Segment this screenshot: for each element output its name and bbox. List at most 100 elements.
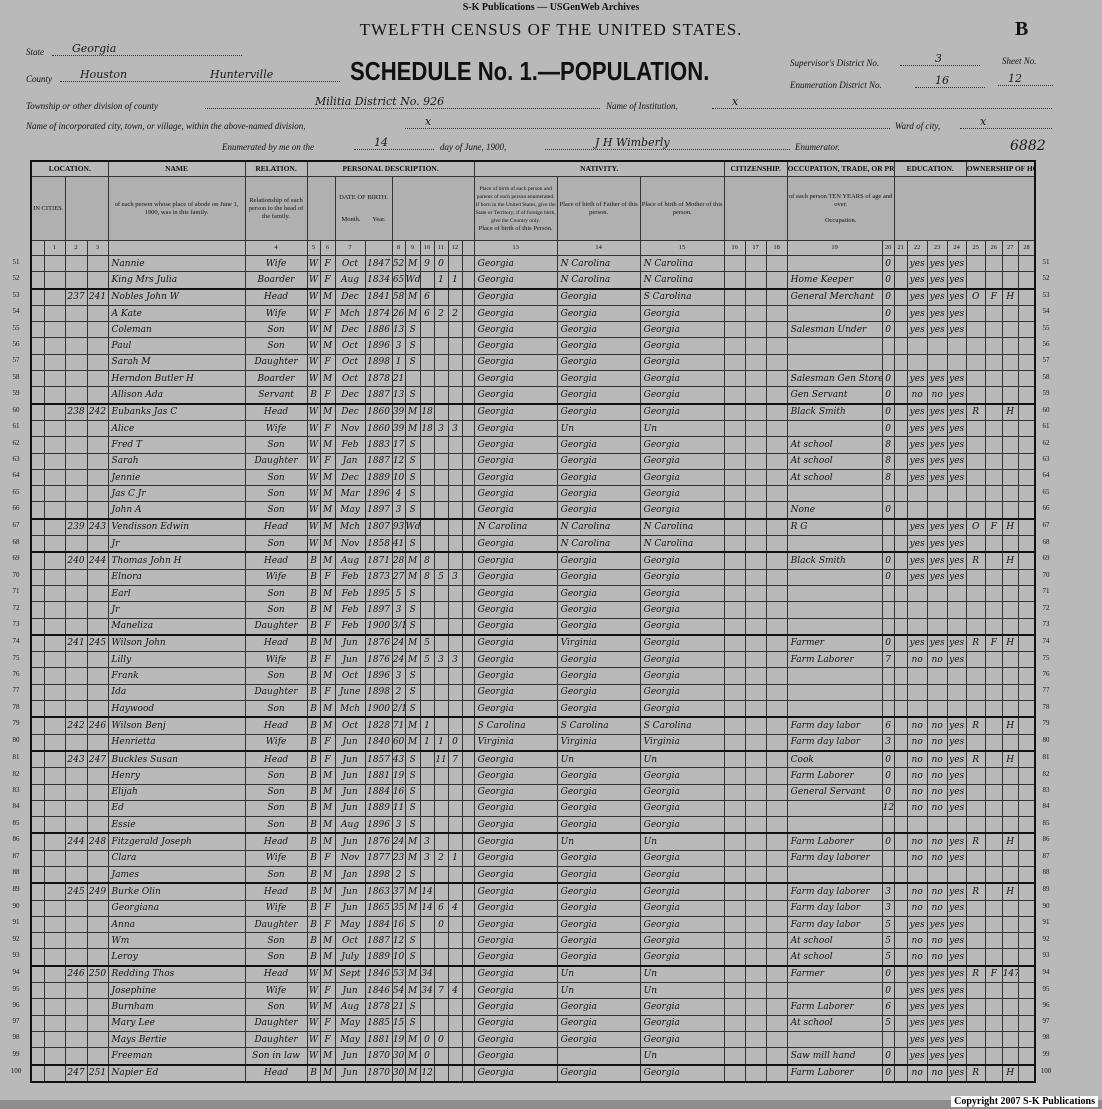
cell-speak (946, 353, 967, 372)
cell-years-married: 6 (419, 287, 435, 306)
cell-children-born (433, 601, 449, 619)
cell-mother-birthplace: Georgia (639, 402, 725, 421)
cell-birthplace: Georgia (473, 254, 558, 273)
cell-years-in-us (744, 321, 767, 339)
cell-children-living (447, 535, 463, 553)
cell-street (30, 948, 45, 967)
cell-birth-year: 1840 (364, 733, 393, 752)
cell-write: no (926, 832, 948, 851)
cell-house (43, 617, 66, 636)
table-row: A Kate Wife W F Mch 1874 26 M 6 2 2 Georgia Georgia G… (30, 304, 1036, 323)
cell-age: 5 (391, 584, 406, 603)
cell-years-in-us (744, 964, 767, 984)
cell-months: 0 (881, 370, 895, 388)
cell-children-living (447, 1014, 463, 1032)
cell-sex: M (319, 799, 336, 818)
cell-free-mortgaged (984, 700, 1003, 718)
cell-naturalization (765, 733, 788, 752)
cell-blank (461, 667, 475, 685)
cell-house (43, 948, 66, 967)
cell-age: 60 (391, 733, 406, 752)
table-row: Jas C Jr Son W M Mar 1896 4 S Georgia Georgia Geor… (30, 485, 1036, 503)
cell-dwelling (64, 584, 88, 603)
cell-age: 21 (391, 998, 406, 1016)
cell-street (30, 501, 45, 520)
cell-relation: Head (244, 832, 308, 851)
cell-marital: S (404, 1014, 421, 1032)
line-number: 61 (1042, 422, 1050, 430)
day-field: 14 (354, 136, 434, 150)
cell-birthplace: Virginia (473, 733, 558, 752)
cell-relation: Son (244, 501, 308, 520)
cell-months: 0 (881, 254, 895, 273)
cell-speak: yes (946, 370, 967, 388)
cell-relation: Head (244, 551, 308, 570)
cell-years-married (419, 337, 435, 355)
cell-free-mortgaged (984, 683, 1003, 702)
line-number: 52 (1042, 274, 1050, 282)
cell-marital: M (404, 1063, 421, 1083)
cell-occupation (786, 865, 883, 884)
cell-name: Josephine (107, 982, 246, 1000)
cell-family (86, 436, 109, 454)
cell-dwelling: 239 (64, 517, 88, 537)
cell-mother-birthplace: Georgia (639, 882, 725, 901)
cell-children-living: 3 (447, 651, 463, 669)
table-row: 245 249 Burke Olin Head B M Jun 1863 37 M 14 Georgi… (30, 882, 1036, 901)
column-number: 4 (244, 240, 308, 256)
cell-birth-year: 1896 (364, 485, 393, 503)
cell-house (43, 998, 66, 1016)
cell-naturalization (765, 1014, 788, 1032)
cell-birth-year: 1870 (364, 1047, 393, 1066)
cell-name: Ida (107, 683, 246, 702)
table-row: Herndon Butler H Boarder W M Oct 1878 21 Georgi… (30, 370, 1036, 388)
cell-birthplace: Georgia (473, 832, 558, 851)
cell-years-married (419, 468, 435, 487)
cell-sex: F (319, 254, 336, 273)
cell-farm-house (1001, 683, 1019, 702)
cell-father-birthplace: Georgia (556, 783, 641, 801)
cell-home-owned (965, 584, 986, 603)
cell-birth-year: 1860 (364, 402, 393, 421)
state-field: Georgia (52, 42, 242, 56)
cell-speak: yes (946, 321, 967, 339)
cell-blank (461, 998, 475, 1016)
line-number: 62 (1042, 439, 1050, 447)
county-field: Houston Hunterville (60, 68, 340, 82)
cell-sex: F (319, 982, 336, 1000)
cell-home-owned (965, 321, 986, 339)
cell-street (30, 767, 45, 785)
cell-speak: yes (946, 468, 967, 487)
cell-attended-school (893, 517, 908, 537)
cell-color: W (306, 271, 321, 290)
line-number: 84 (12, 802, 20, 810)
cell-birth-year: 1886 (364, 321, 393, 339)
cell-age: 3 (391, 337, 406, 355)
cell-blank (461, 402, 475, 421)
cell-relation: Daughter (244, 915, 308, 934)
cell-relation: Son (244, 485, 308, 503)
cell-children-living (447, 716, 463, 735)
cell-birthplace: Georgia (473, 683, 558, 702)
cell-father-birthplace: Un (556, 964, 641, 984)
cell-birthplace: Georgia (473, 485, 558, 503)
cell-speak: yes (946, 254, 967, 273)
line-number: 76 (12, 670, 20, 678)
cell-birth-year: 1889 (364, 948, 393, 967)
cell-years-married: 18 (419, 419, 435, 438)
cell-dwelling (64, 419, 88, 438)
line-number: 59 (1042, 389, 1050, 397)
cell-birthplace: Georgia (473, 501, 558, 520)
cell-home-owned (965, 932, 986, 950)
cell-birth-year: 1846 (364, 982, 393, 1000)
cell-birth-month: Jan (334, 865, 366, 884)
cell-street (30, 783, 45, 801)
cell-sex: F (319, 683, 336, 702)
cell-naturalization (765, 568, 788, 586)
cell-mother-birthplace: Georgia (639, 948, 725, 967)
cell-birth-month: Jun (334, 749, 366, 769)
cell-speak (946, 865, 967, 884)
cell-attended-school (893, 402, 908, 421)
table-row: King Mrs Julia Boarder W F Aug 1834 65 Wd 1 1 Geor… (30, 271, 1036, 290)
cell-children-living: 3 (447, 568, 463, 586)
